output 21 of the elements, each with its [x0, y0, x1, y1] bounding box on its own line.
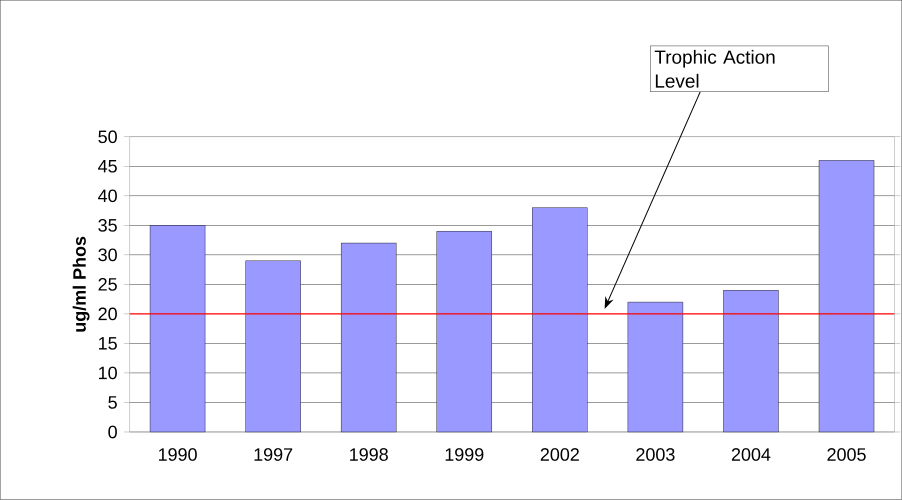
y-tick-label: 25 — [98, 278, 117, 291]
x-tick-label: 1998 — [350, 448, 388, 462]
y-tick-label: 20 — [98, 308, 117, 320]
y-tick-label: 45 — [98, 160, 117, 173]
y-tick-label: 30 — [98, 248, 117, 262]
y-tick-label: 5 — [108, 396, 117, 409]
x-tick-label: 1997 — [254, 448, 292, 462]
x-tick-label: 1990 — [158, 448, 197, 462]
x-tick-label: 2005 — [827, 448, 866, 462]
y-tick-label: 10 — [99, 366, 117, 380]
x-tick-label: 1999 — [446, 448, 484, 462]
text: Trophic Action Level — [654, 50, 775, 88]
x-tick-label: 2002 — [540, 448, 579, 462]
y-tick-label: 0 — [108, 426, 117, 438]
y-tick-label: 35 — [98, 219, 117, 232]
y-axis-title: ug/ml Phos — [72, 236, 90, 332]
x-tick-label: 2003 — [636, 448, 675, 462]
x-tick-label: 2004 — [732, 448, 770, 462]
y-tick-label: 50 — [98, 130, 117, 144]
y-tick-label: 15 — [99, 337, 117, 350]
y-tick-label: 40 — [98, 190, 117, 202]
